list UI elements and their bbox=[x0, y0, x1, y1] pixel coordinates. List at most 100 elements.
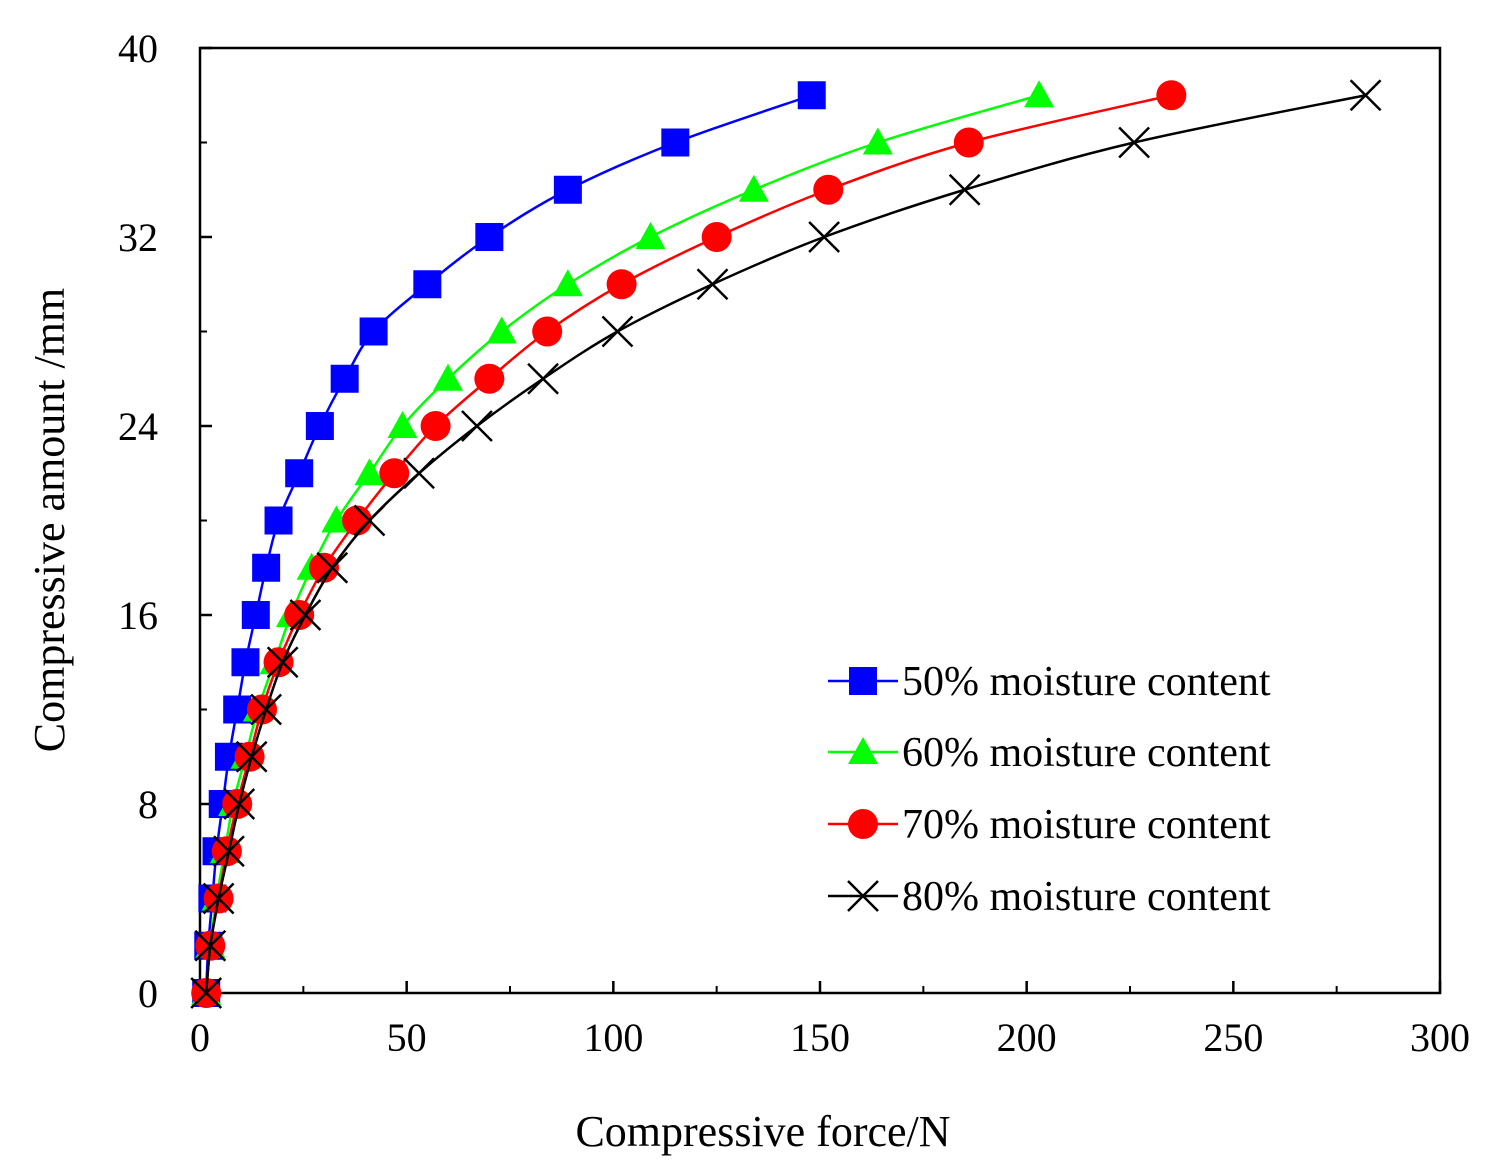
x-marker-stroke bbox=[202, 882, 235, 915]
data-point bbox=[252, 553, 281, 582]
x-marker-stroke bbox=[527, 362, 559, 395]
series-line bbox=[204, 94, 1040, 994]
legend-marker bbox=[847, 880, 879, 912]
data-point bbox=[289, 599, 322, 631]
series-2 bbox=[191, 80, 1055, 1005]
data-point bbox=[305, 412, 334, 440]
data-point bbox=[1349, 79, 1382, 112]
data-point bbox=[354, 458, 385, 486]
data-point bbox=[231, 648, 260, 677]
y-tick-label: 40 bbox=[118, 26, 158, 71]
data-point bbox=[222, 789, 253, 819]
y-tick-label: 8 bbox=[138, 782, 158, 827]
x-tick-label: 150 bbox=[790, 1015, 850, 1060]
data-point bbox=[948, 173, 981, 206]
x-tick-label: 300 bbox=[1410, 1015, 1470, 1060]
x-marker-stroke bbox=[808, 221, 841, 253]
legend-item: 50% moisture content bbox=[828, 659, 1271, 705]
x-marker-stroke bbox=[403, 457, 435, 490]
data-point bbox=[1156, 80, 1187, 111]
x-tick-label: 250 bbox=[1203, 1015, 1263, 1060]
x-marker-stroke bbox=[194, 929, 227, 962]
x-marker-stroke bbox=[213, 835, 245, 868]
data-point bbox=[223, 788, 256, 820]
data-point bbox=[330, 364, 359, 393]
x-axis-title: Compressive force/N bbox=[575, 1107, 950, 1156]
data-point bbox=[696, 268, 729, 301]
data-point bbox=[606, 269, 637, 300]
series-line bbox=[204, 94, 1366, 994]
y-tick-label: 24 bbox=[118, 404, 158, 449]
series-layer bbox=[190, 79, 1382, 1009]
y-axis-title: Compressive amount /mm bbox=[25, 288, 74, 752]
legend-item: 60% moisture content bbox=[828, 730, 1271, 776]
data-point bbox=[284, 600, 315, 630]
data-point bbox=[862, 127, 893, 155]
legend-marker bbox=[848, 809, 878, 839]
data-point bbox=[661, 128, 690, 157]
x-tick-label: 100 bbox=[583, 1015, 643, 1060]
legend-marker bbox=[849, 667, 877, 695]
legend-label: 60% moisture content bbox=[902, 730, 1271, 776]
x-marker-stroke bbox=[847, 880, 879, 912]
series-1 bbox=[192, 81, 826, 1007]
legend-item: 80% moisture content bbox=[828, 874, 1271, 920]
x-marker-stroke bbox=[316, 551, 349, 584]
legend-item: 70% moisture content bbox=[828, 802, 1271, 848]
legend-marker bbox=[848, 737, 878, 764]
data-point bbox=[250, 693, 283, 726]
data-point bbox=[359, 317, 388, 346]
data-point bbox=[552, 269, 583, 297]
data-point bbox=[413, 270, 442, 299]
data-point bbox=[601, 315, 634, 348]
data-point bbox=[1118, 126, 1151, 159]
x-marker-stroke bbox=[223, 788, 256, 820]
legend: 50% moisture content 60% moisture content… bbox=[828, 659, 1271, 920]
data-point bbox=[213, 835, 245, 868]
x-marker-stroke bbox=[696, 268, 729, 301]
legend-label: 80% moisture content bbox=[902, 874, 1271, 920]
x-marker-stroke bbox=[235, 740, 268, 773]
x-marker-stroke bbox=[1118, 126, 1151, 159]
data-point bbox=[527, 362, 559, 395]
data-point bbox=[342, 505, 373, 536]
data-point bbox=[808, 221, 841, 253]
x-tick-label: 0 bbox=[190, 1015, 210, 1060]
data-point bbox=[813, 174, 844, 205]
series-line bbox=[204, 94, 1172, 994]
series-3 bbox=[191, 80, 1187, 1008]
data-point bbox=[235, 740, 268, 773]
data-point bbox=[532, 316, 563, 347]
data-point bbox=[379, 458, 410, 489]
data-point bbox=[461, 410, 493, 442]
x-marker-stroke bbox=[190, 977, 223, 1009]
data-point bbox=[266, 646, 299, 679]
x-marker-stroke bbox=[353, 504, 386, 537]
legend-label: 50% moisture content bbox=[902, 659, 1271, 705]
series-4 bbox=[190, 79, 1382, 1009]
data-point bbox=[486, 316, 517, 344]
data-point bbox=[309, 552, 339, 583]
y-tick-label: 16 bbox=[118, 593, 158, 638]
data-point bbox=[387, 411, 418, 438]
data-point bbox=[211, 836, 242, 867]
x-tick-label: 200 bbox=[997, 1015, 1057, 1060]
x-marker-stroke bbox=[601, 315, 634, 348]
x-marker-stroke bbox=[461, 410, 493, 442]
data-point bbox=[474, 363, 505, 394]
data-point bbox=[234, 741, 265, 772]
x-marker-stroke bbox=[948, 173, 981, 206]
data-point bbox=[701, 222, 732, 252]
data-point bbox=[403, 457, 435, 490]
data-point bbox=[635, 222, 666, 249]
data-point bbox=[202, 882, 235, 915]
data-point bbox=[241, 601, 270, 629]
data-point bbox=[420, 411, 451, 441]
data-point bbox=[316, 551, 349, 584]
data-point bbox=[1024, 80, 1055, 108]
data-point bbox=[738, 174, 769, 202]
x-marker-stroke bbox=[1349, 79, 1382, 112]
data-point bbox=[353, 504, 386, 537]
data-point bbox=[953, 127, 984, 158]
